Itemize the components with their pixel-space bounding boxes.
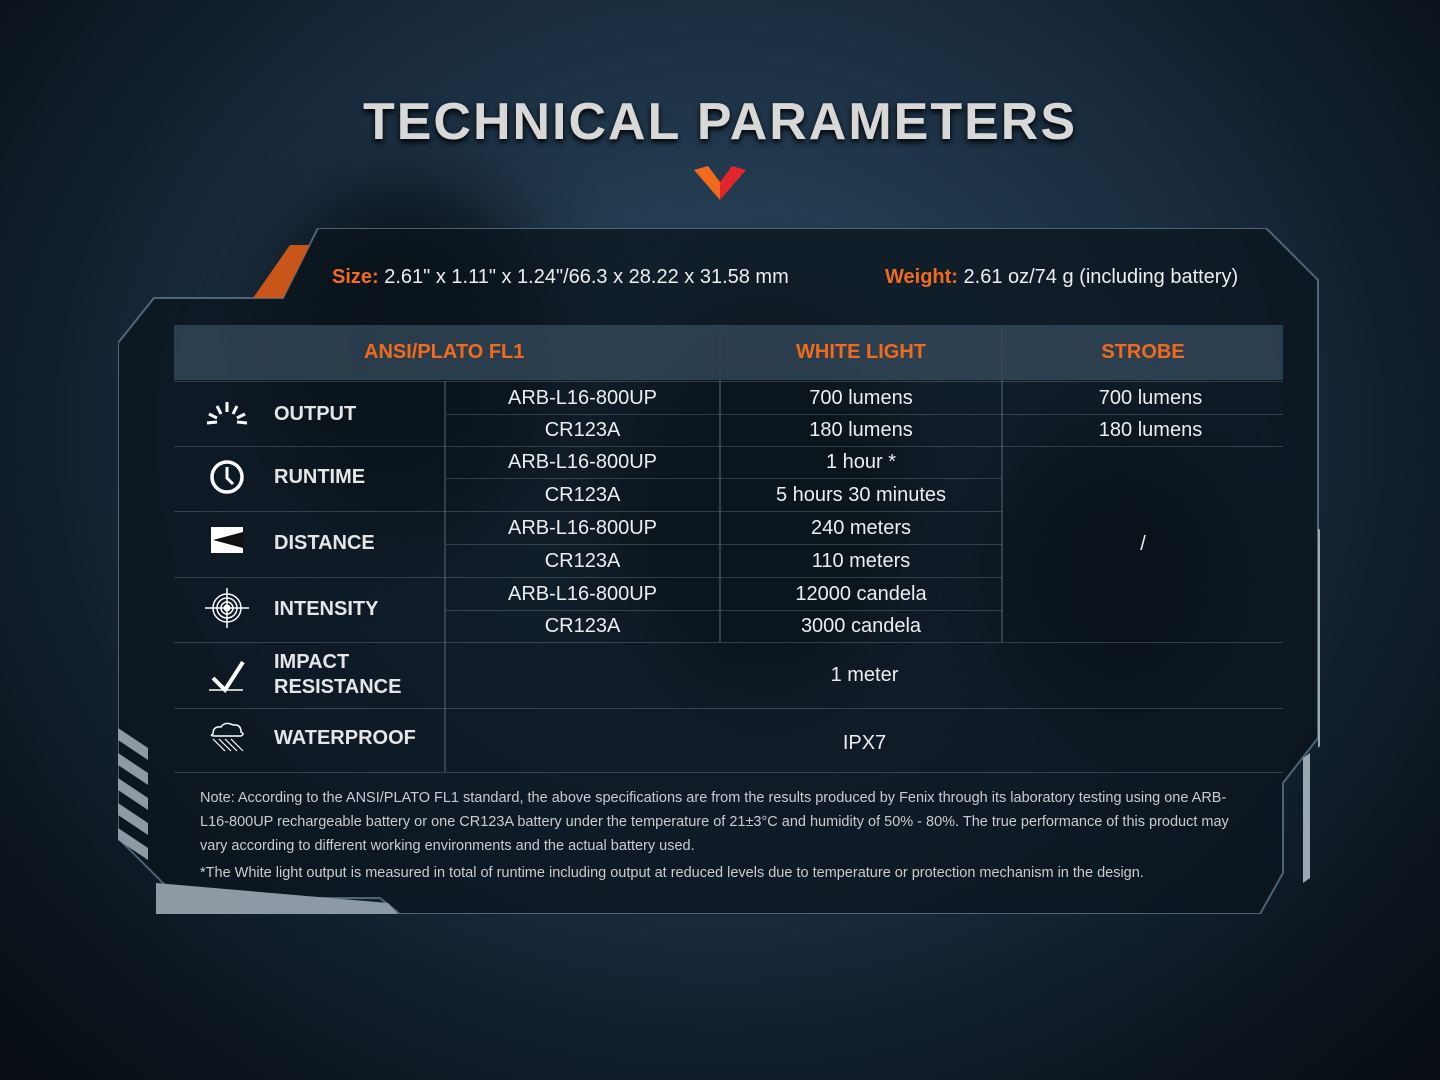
cell-battery: ARB-L16-800UP <box>508 387 657 409</box>
impact-icon <box>209 660 245 694</box>
cell-battery: ARB-L16-800UP <box>508 516 657 539</box>
cell-strobe-na: / <box>1140 533 1146 555</box>
header-ansi: ANSI/PLATO FL1 <box>174 325 719 380</box>
sunburst-icon <box>206 402 248 425</box>
cell-waterproof-value: IPX7 <box>842 731 887 754</box>
row-label-intensity: INTENSITY <box>274 598 379 620</box>
cell-white: 12000 candela <box>795 582 927 605</box>
header-strobe: STROBE <box>1003 325 1283 380</box>
cell-impact-value: 1 meter <box>830 664 899 686</box>
cell-white: 5 hours 30 minutes <box>775 483 947 506</box>
chevron-down-icon <box>694 166 746 200</box>
cell-white: 240 meters <box>810 516 912 539</box>
cell-white: 700 lumens <box>809 387 913 409</box>
size-spec: Size: 2.61" x 1.11" x 1.24"/66.3 x 28.22… <box>332 266 789 288</box>
row-label-impact: IMPACT RESISTANCE <box>274 651 402 698</box>
cell-white: 110 meters <box>811 549 911 572</box>
cell-battery: ARB-L16-800UP <box>508 582 657 605</box>
weight-spec: Weight: 2.61 oz/74 g (including battery) <box>885 266 1239 288</box>
cell-white: 180 lumens <box>809 419 913 441</box>
target-icon <box>205 588 249 628</box>
footnote-text: *The White light output is measured in t… <box>200 865 1144 881</box>
notes: Note: According to the ANSI/PLATO FL1 st… <box>200 786 1250 885</box>
cell-battery: CR123A <box>544 483 621 506</box>
header-white-light: WHITE LIGHT <box>721 325 1001 380</box>
row-label-output: OUTPUT <box>274 403 357 425</box>
rain-cloud-icon <box>210 722 244 752</box>
cell-battery: CR123A <box>544 615 621 637</box>
cell-strobe: 700 lumens <box>1098 387 1203 409</box>
row-label-runtime: RUNTIME <box>274 466 366 488</box>
clock-icon <box>210 460 244 494</box>
cell-white: 3000 candela <box>800 615 922 637</box>
cell-battery: CR123A <box>544 419 621 441</box>
note-text: Note: According to the ANSI/PLATO FL1 st… <box>200 790 1229 854</box>
cell-strobe: 180 lumens <box>1098 419 1203 441</box>
cell-battery: CR123A <box>544 549 621 572</box>
row-label-waterproof: WATERPROOF <box>274 727 416 749</box>
cell-white: 1 hour * <box>825 451 897 473</box>
cell-battery: ARB-L16-800UP <box>508 451 657 473</box>
spec-panel-frame <box>118 228 1320 914</box>
beam-distance-icon <box>211 527 243 553</box>
page-title: TECHNICAL PARAMETERS <box>362 93 1078 151</box>
row-label-distance: DISTANCE <box>274 532 375 554</box>
